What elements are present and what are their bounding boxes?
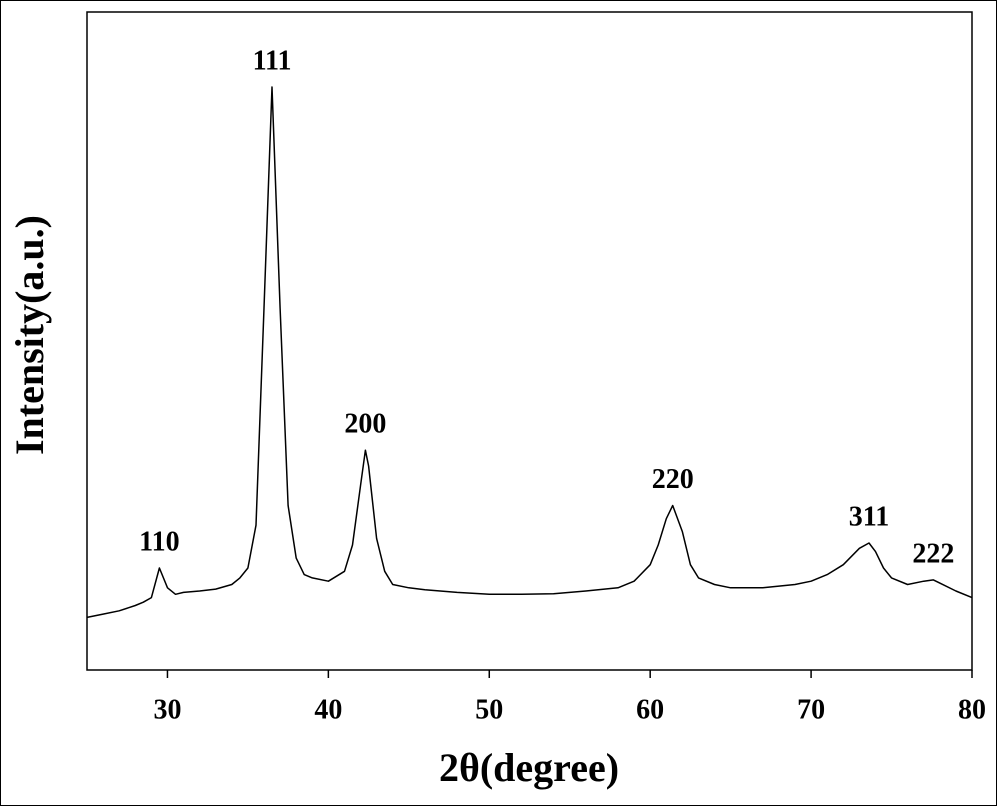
- y-axis-label: Intensity(a.u.): [7, 215, 52, 455]
- x-tick-label: 30: [153, 694, 181, 725]
- peak-label: 111: [253, 45, 292, 76]
- x-tick-label: 60: [636, 694, 664, 725]
- plot-area: [86, 11, 973, 671]
- data-line: [86, 86, 973, 619]
- peak-label: 220: [652, 464, 694, 495]
- peak-label: 110: [139, 526, 179, 557]
- x-tick-label: 70: [797, 694, 825, 725]
- peak-label: 200: [344, 409, 386, 440]
- x-axis-label: 2θ(degree): [439, 745, 619, 790]
- x-tick-label: 50: [475, 694, 503, 725]
- x-tick-label: 80: [958, 694, 986, 725]
- peak-label: 311: [849, 501, 889, 532]
- peak-label: 222: [912, 538, 954, 569]
- x-tick-label: 40: [314, 694, 342, 725]
